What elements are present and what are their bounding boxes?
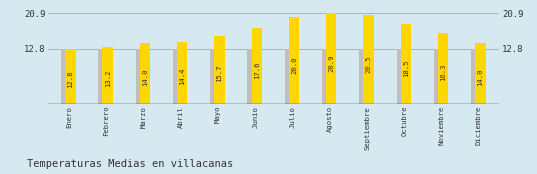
Text: 14.0: 14.0	[142, 68, 148, 86]
Text: 15.7: 15.7	[216, 65, 222, 82]
Bar	[214, 36, 224, 104]
Bar	[98, 49, 105, 104]
Bar	[285, 49, 292, 104]
Bar	[471, 49, 478, 104]
Bar	[396, 49, 403, 104]
Bar	[401, 24, 411, 104]
Text: Temperaturas Medias en villacanas: Temperaturas Medias en villacanas	[27, 159, 233, 169]
Bar	[326, 13, 337, 104]
Bar	[438, 33, 448, 104]
Bar	[251, 28, 262, 104]
Bar	[289, 17, 299, 104]
Bar	[210, 49, 217, 104]
Bar	[364, 15, 374, 104]
Bar	[434, 49, 440, 104]
Bar	[140, 44, 150, 104]
Bar	[248, 49, 254, 104]
Bar	[103, 47, 113, 104]
Text: 17.6: 17.6	[253, 61, 260, 79]
Text: 20.9: 20.9	[328, 55, 334, 72]
Text: 14.0: 14.0	[477, 68, 483, 86]
Text: 16.3: 16.3	[440, 64, 446, 81]
Bar	[173, 49, 179, 104]
Bar	[322, 49, 329, 104]
Text: 12.8: 12.8	[67, 71, 74, 88]
Text: 20.0: 20.0	[291, 57, 297, 74]
Text: 13.2: 13.2	[105, 70, 111, 87]
Bar	[61, 49, 68, 104]
Bar	[65, 49, 76, 104]
Text: 20.5: 20.5	[366, 56, 372, 73]
Bar	[475, 44, 485, 104]
Bar	[359, 49, 366, 104]
Text: 14.4: 14.4	[179, 68, 185, 85]
Text: 18.5: 18.5	[403, 59, 409, 77]
Bar	[177, 42, 187, 104]
Bar	[135, 49, 142, 104]
